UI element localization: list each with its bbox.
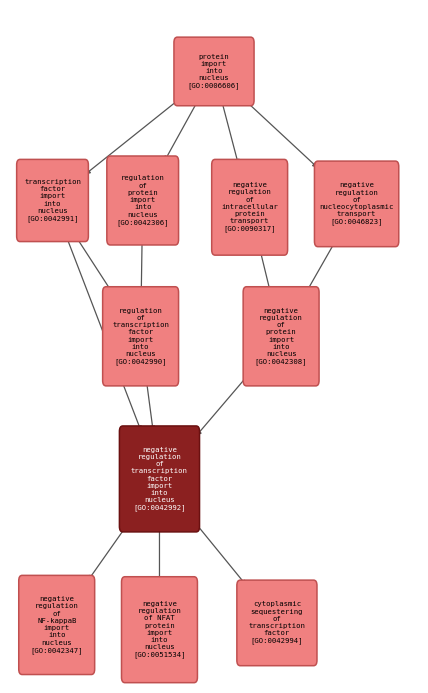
- FancyBboxPatch shape: [212, 159, 288, 255]
- Text: negative
regulation
of
intracellular
protein
transport
[GO:0090317]: negative regulation of intracellular pro…: [221, 182, 278, 232]
- FancyBboxPatch shape: [174, 37, 254, 106]
- Text: regulation
of
protein
import
into
nucleus
[GO:0042306]: regulation of protein import into nucleu…: [116, 175, 169, 226]
- FancyBboxPatch shape: [315, 161, 399, 247]
- Text: transcription
factor
import
into
nucleus
[GO:0042991]: transcription factor import into nucleus…: [24, 179, 81, 222]
- Text: negative
regulation
of NFAT
protein
import
into
nucleus
[GO:0051534]: negative regulation of NFAT protein impo…: [133, 601, 186, 658]
- FancyBboxPatch shape: [103, 287, 178, 386]
- Text: negative
regulation
of
transcription
factor
import
into
nucleus
[GO:0042992]: negative regulation of transcription fac…: [131, 446, 188, 511]
- Text: negative
regulation
of
NF-kappaB
import
into
nucleus
[GO:0042347]: negative regulation of NF-kappaB import …: [30, 596, 83, 653]
- Text: protein
import
into
nucleus
[GO:0006606]: protein import into nucleus [GO:0006606]: [188, 53, 240, 89]
- Text: cytoplasmic
sequestering
of
transcription
factor
[GO:0042994]: cytoplasmic sequestering of transcriptio…: [249, 602, 305, 644]
- FancyBboxPatch shape: [122, 577, 197, 683]
- FancyBboxPatch shape: [243, 287, 319, 386]
- FancyBboxPatch shape: [17, 159, 88, 242]
- FancyBboxPatch shape: [237, 580, 317, 666]
- FancyBboxPatch shape: [107, 156, 178, 245]
- FancyBboxPatch shape: [19, 575, 95, 674]
- FancyBboxPatch shape: [119, 426, 199, 532]
- Text: negative
regulation
of
nucleocytoplasmic
transport
[GO:0046823]: negative regulation of nucleocytoplasmic…: [319, 182, 394, 225]
- Text: regulation
of
transcription
factor
import
into
nucleus
[GO:0042990]: regulation of transcription factor impor…: [112, 308, 169, 365]
- Text: negative
regulation
of
protein
import
into
nucleus
[GO:0042308]: negative regulation of protein import in…: [255, 308, 307, 365]
